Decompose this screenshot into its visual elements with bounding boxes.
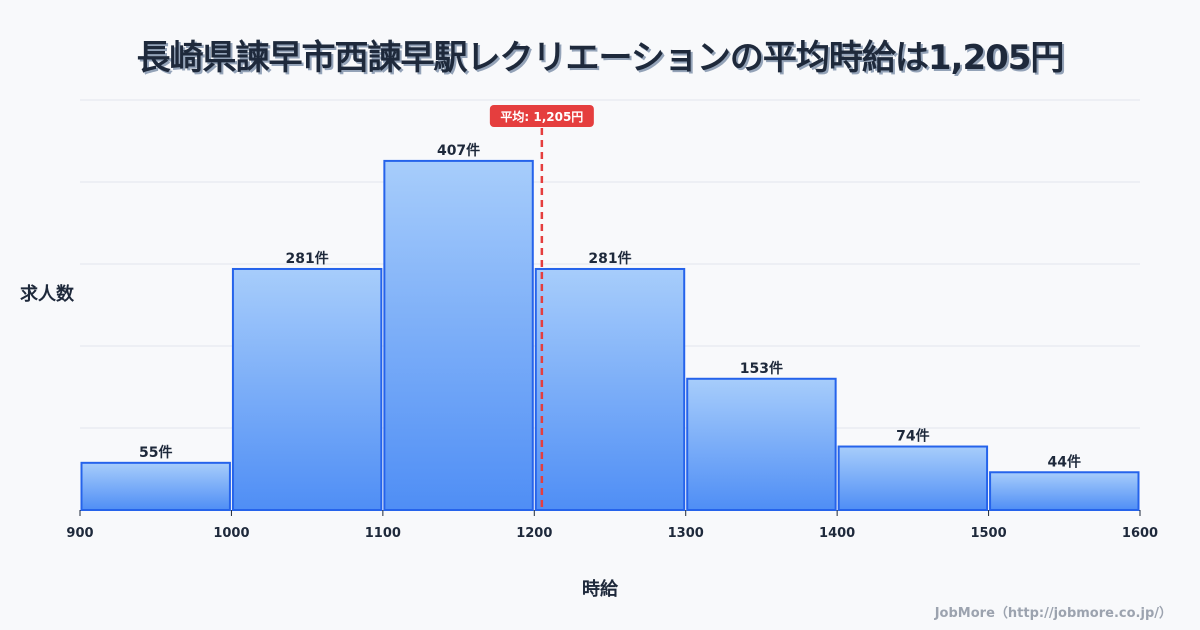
mean-marker: 平均: 1,205円 [489, 105, 594, 510]
x-axis-label: 時給 [582, 579, 618, 600]
bars: 55件 281件 407件 281件 153件 74件 44件 [80, 142, 1140, 512]
histogram-bar [686, 377, 837, 511]
y-axis-label: 求人数 [20, 284, 74, 305]
chart-title: 長崎県諫早市西諫早駅レクリエーションの平均時給は1,205円 [136, 38, 1065, 78]
source-credit: JobMore（http://jobmore.co.jp/） [934, 606, 1172, 621]
histogram-bar [989, 471, 1140, 511]
histogram-bar [534, 267, 686, 511]
tick-label: 1600 [1122, 526, 1158, 541]
tick-label: 1200 [516, 526, 552, 541]
bar-value-label: 55件 [139, 444, 172, 461]
mean-badge-label: 平均: 1,205円 [500, 109, 583, 124]
histogram-bar [231, 267, 383, 511]
mean-badge [489, 105, 594, 127]
histogram-bar [837, 445, 989, 511]
tick-label: 900 [66, 526, 93, 541]
histogram-bar [383, 159, 534, 512]
tick-label: 1300 [668, 526, 704, 541]
bar-value-label: 281件 [286, 250, 329, 267]
bar-value-label: 407件 [437, 142, 480, 159]
bar-value-label: 153件 [740, 360, 783, 377]
bar-value-label: 44件 [1048, 453, 1081, 470]
bar-value-label: 74件 [896, 428, 929, 445]
bar-value-label: 281件 [588, 250, 631, 267]
histogram-bar [80, 461, 231, 512]
tick-label: 1500 [970, 526, 1006, 541]
x-axis-ticks: 900 1000 1100 1200 1300 1400 1500 1600 [66, 510, 1158, 541]
tick-label: 1100 [365, 526, 401, 541]
tick-label: 1400 [819, 526, 855, 541]
tick-label: 1000 [213, 526, 249, 541]
